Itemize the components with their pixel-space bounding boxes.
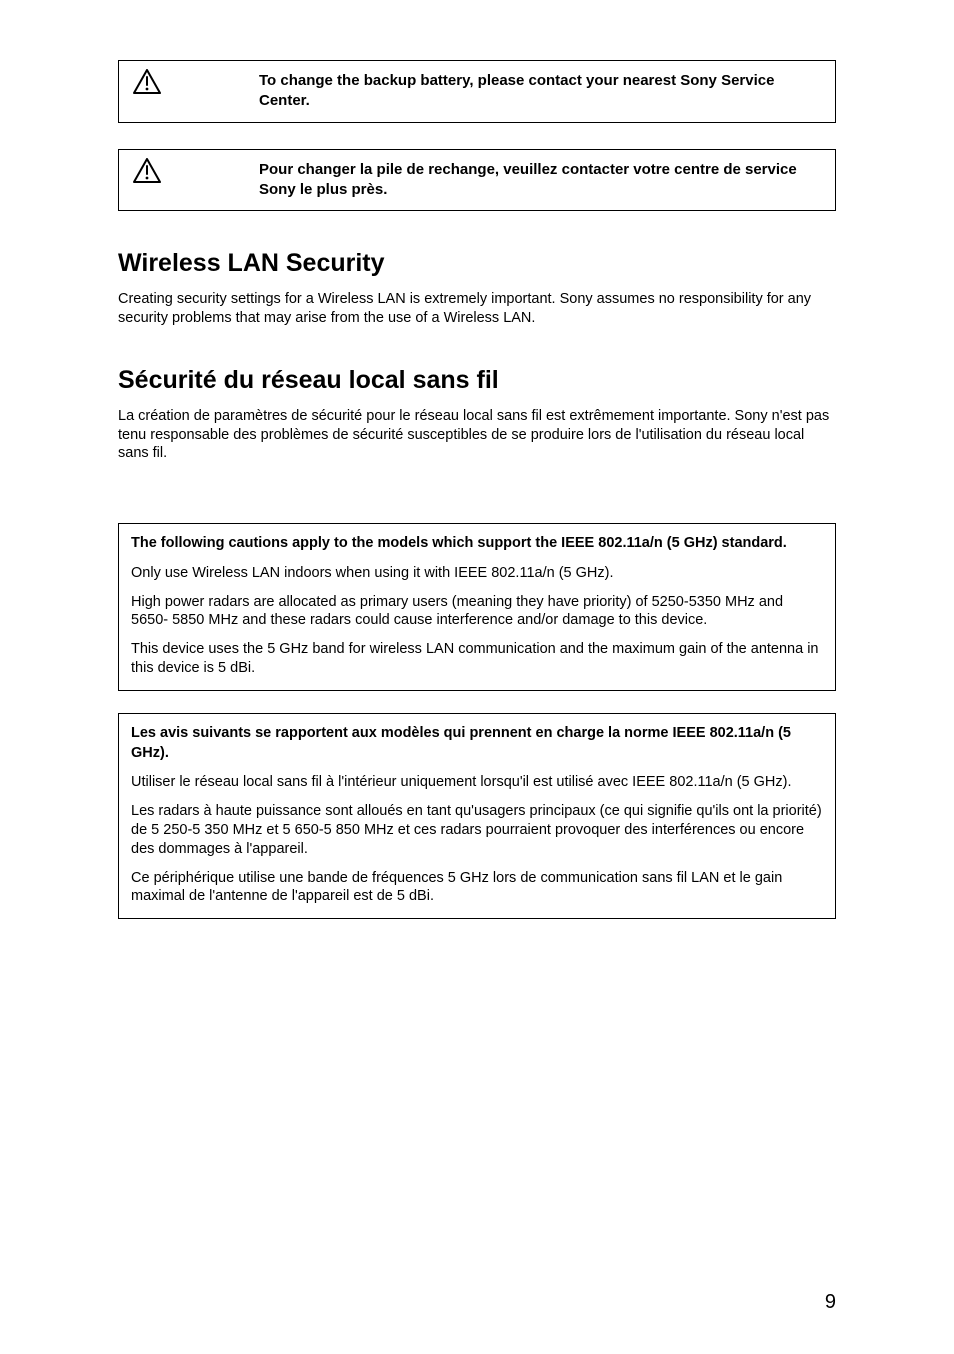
- warning-text-fr: Pour changer la pile de rechange, veuill…: [175, 150, 835, 211]
- caution-para-en-2: High power radars are allocated as prima…: [131, 593, 823, 631]
- caution-para-en-3: This device uses the 5 GHz band for wire…: [131, 640, 823, 678]
- page-number: 9: [825, 1291, 836, 1314]
- caution-para-en-1: Only use Wireless LAN indoors when using…: [131, 564, 823, 583]
- caution-para-fr-3: Ce périphérique utilise une bande de fré…: [131, 869, 823, 907]
- warning-box-en: To change the backup battery, please con…: [118, 60, 836, 123]
- warning-icon-cell: [119, 150, 175, 211]
- caution-box-fr: Les avis suivants se rapportent aux modè…: [118, 713, 836, 919]
- warning-icon-cell: [119, 61, 175, 122]
- caution-title-fr: Les avis suivants se rapportent aux modè…: [131, 724, 823, 763]
- spacer: [118, 477, 836, 523]
- body-securite-reseau: La création de paramètres de sécurité po…: [118, 407, 836, 464]
- caution-para-fr-2: Les radars à haute puissance sont alloué…: [131, 802, 823, 859]
- heading-wireless-lan-security: Wireless LAN Security: [118, 249, 836, 278]
- caution-para-fr-1: Utiliser le réseau local sans fil à l'in…: [131, 773, 823, 792]
- caution-title-en: The following cautions apply to the mode…: [131, 534, 823, 554]
- caution-box-en: The following cautions apply to the mode…: [118, 523, 836, 691]
- warning-icon: [133, 69, 161, 94]
- body-wireless-lan-security: Creating security settings for a Wireles…: [118, 290, 836, 328]
- heading-securite-reseau: Sécurité du réseau local sans fil: [118, 366, 836, 395]
- warning-box-fr: Pour changer la pile de rechange, veuill…: [118, 149, 836, 212]
- warning-icon: [133, 158, 161, 183]
- warning-text-en: To change the backup battery, please con…: [175, 61, 835, 122]
